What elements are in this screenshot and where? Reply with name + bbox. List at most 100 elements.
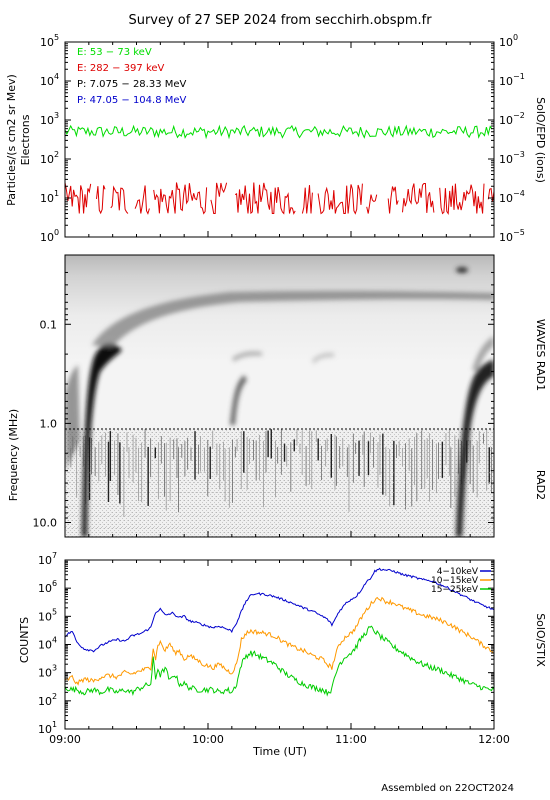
series-line-10-15kev — [65, 596, 494, 686]
series-line-e282 — [402, 183, 435, 213]
tick-base: 10 — [499, 192, 513, 205]
particles-left-tick-label: 100 — [40, 228, 59, 244]
particles-left-tick-label: 101 — [40, 189, 59, 205]
stix-tick-label: 104 — [38, 636, 57, 652]
series-line-e282 — [439, 183, 485, 216]
tick-base: 10 — [40, 75, 54, 88]
stix-x-tick-label: 09:00 — [49, 733, 81, 746]
tick-base: 10 — [40, 192, 54, 205]
tick-base: 10 — [40, 36, 54, 49]
particles-legend: E: 53 − 73 keV E: 282 − 397 keV P: 7.075… — [77, 47, 187, 106]
particles-right-tick-label: 10−2 — [499, 111, 525, 127]
particles-y-sublabel: Electrons — [19, 114, 32, 165]
tick-base: 10 — [38, 695, 52, 708]
particles-right-label: SolO/EPD (ions) — [534, 97, 547, 183]
tick-exponent: 3 — [54, 111, 59, 120]
tick-base: 10 — [499, 75, 513, 88]
series-line-e282 — [387, 186, 399, 214]
particles-right-tick-label: 10−5 — [499, 228, 525, 244]
stix-tick-label: 106 — [38, 579, 57, 595]
tick-exponent: 4 — [54, 72, 59, 81]
stix-tick-label: 103 — [38, 664, 57, 680]
stix-x-axis: 09:00 10:00 11:00 12:00 — [49, 560, 510, 746]
tick-base: 10 — [38, 639, 52, 652]
series-line-e282 — [210, 182, 228, 214]
series-line-e53 — [65, 124, 493, 140]
series-line-e282 — [234, 182, 296, 215]
tick-exponent: 0 — [513, 33, 518, 42]
series-line-e282 — [301, 185, 313, 214]
stix-x-tick-label: 12:00 — [478, 733, 510, 746]
legend-entry-15-25kev: 15−25keV — [431, 585, 479, 595]
tick-exponent: 2 — [52, 692, 57, 701]
stix-right-label: SolO/STIX — [534, 613, 547, 667]
burst-spot — [456, 267, 468, 273]
tick-base: 10 — [499, 36, 513, 49]
particles-left-tick-label: 102 — [40, 150, 59, 166]
legend-entry-p47: P: 47.05 − 104.8 MeV — [77, 95, 187, 106]
series-line-15-25kev — [65, 625, 494, 697]
particles-plot-area — [65, 124, 494, 216]
radio-bursts — [65, 267, 494, 537]
tick-exponent: −1 — [513, 72, 525, 81]
stix-tick-label: 105 — [38, 607, 57, 623]
tick-exponent: −2 — [513, 111, 525, 120]
stix-x-label: Time (UT) — [252, 745, 307, 758]
series-line-e282 — [134, 185, 150, 215]
radio-panel: 0.1 1.0 10.0 Frequency (MHz) WAVES RAD1 RA… — [7, 254, 547, 538]
series-line-e282 — [153, 182, 208, 215]
radio-tick-label: 1.0 — [40, 417, 58, 430]
burst-weak-2 — [232, 351, 262, 362]
spectrogram-background — [65, 255, 494, 429]
particles-right-tick-label: 10−3 — [499, 150, 525, 166]
series-line-e282 — [65, 182, 92, 214]
stix-tick-label: 102 — [38, 692, 57, 708]
stix-x-tick-label: 11:00 — [335, 733, 367, 746]
radio-y-axis: 0.1 1.0 10.0 — [33, 254, 495, 537]
radio-right-label-rad2: RAD2 — [534, 470, 547, 500]
legend-entry-p7: P: 7.075 − 28.33 MeV — [77, 79, 187, 90]
stix-tick-label: 107 — [38, 551, 57, 567]
radio-y-label: Frequency (MHz) — [7, 409, 20, 501]
burst-right — [456, 360, 494, 537]
tick-base: 10 — [40, 231, 54, 244]
burst-weak-1 — [230, 375, 247, 425]
tick-exponent: 3 — [52, 664, 57, 673]
stix-x-tick-label: 10:00 — [192, 733, 224, 746]
figure-title: Survey of 27 SEP 2024 from secchirh.obsp… — [128, 13, 432, 28]
particles-left-tick-label: 105 — [40, 33, 59, 49]
particles-right-tick-label: 100 — [499, 33, 518, 49]
tick-base: 10 — [38, 610, 52, 623]
series-line-e282 — [317, 183, 363, 215]
tick-exponent: −5 — [513, 228, 525, 237]
tick-base: 10 — [38, 723, 52, 736]
stix-legend: 4−10keV 10−15keV 15−25keV — [431, 567, 491, 595]
tick-base: 10 — [38, 554, 52, 567]
stix-frame — [64, 559, 495, 730]
tick-exponent: 1 — [52, 720, 57, 729]
legend-entry-e53: E: 53 − 73 keV — [77, 47, 152, 58]
tick-exponent: 7 — [52, 551, 57, 560]
particles-right-tick-label: 10−4 — [499, 189, 525, 205]
tick-exponent: −4 — [513, 189, 525, 198]
radio-spectrogram — [65, 255, 494, 537]
legend-entry-4-10kev: 4−10keV — [437, 567, 479, 577]
particles-left-tick-label: 104 — [40, 72, 59, 88]
legend-entry-e282: E: 282 − 397 keV — [77, 63, 165, 74]
stix-y-label: COUNTS — [18, 617, 31, 663]
burst-main — [82, 343, 122, 537]
tick-base: 10 — [38, 667, 52, 680]
tick-exponent: 2 — [54, 150, 59, 159]
spectrogram-rad2-background — [65, 429, 494, 537]
tick-base: 10 — [40, 153, 54, 166]
burst-weak-3 — [312, 352, 334, 364]
series-line-e282 — [96, 185, 106, 215]
radio-right-label-rad1: WAVES RAD1 — [534, 319, 547, 391]
burst-left-edge — [65, 365, 80, 470]
legend-entry-10-15kev: 10−15keV — [431, 576, 479, 586]
tick-exponent: 5 — [54, 33, 59, 42]
